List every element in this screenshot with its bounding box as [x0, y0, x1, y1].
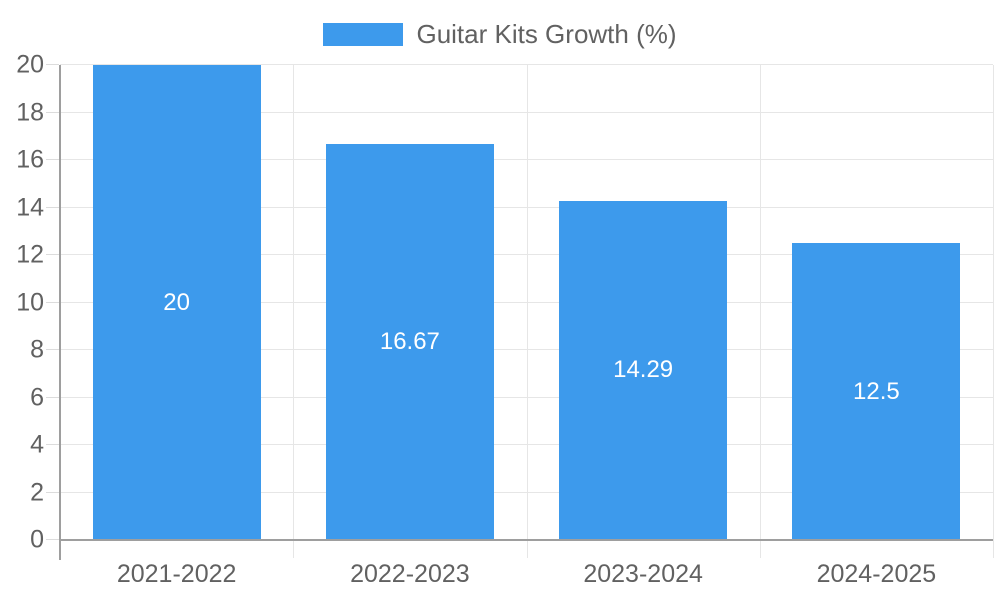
bar-value-label-2024-2025: 12.5 [853, 377, 900, 405]
x-tick-label-2023-2024: 2023-2024 [583, 560, 703, 588]
y-tick-label-18: 18 [16, 98, 44, 126]
gridline-x-boundary-2 [526, 65, 528, 558]
y-tick-mark-6 [46, 396, 59, 398]
x-tick-label-2022-2023: 2022-2023 [350, 560, 470, 588]
bar-slot-2024-2025: 12.5 [760, 243, 993, 540]
bar-value-label-2023-2024: 14.29 [613, 356, 674, 384]
y-tick-mark-8 [46, 349, 59, 350]
y-tick-mark-0 [46, 539, 59, 540]
bar-value-label-2022-2023: 16.67 [379, 328, 440, 356]
y-tick-label-4: 4 [30, 430, 44, 459]
bar-value-label-2021-2022: 20 [163, 288, 190, 316]
gridline-x-boundary-3 [759, 65, 761, 558]
y-tick-mark-20 [46, 64, 59, 65]
plot-area: 0 2 4 6 8 10 12 14 16 18 20 20 2021-2022 16.67 2022-20… [16, 52, 994, 588]
bar-2023-2024: 14.29 [559, 200, 728, 540]
y-tick-mark-4 [46, 444, 59, 445]
x-axis-line [59, 539, 993, 541]
y-tick-mark-16 [46, 159, 59, 160]
y-tick-label-20: 20 [16, 50, 44, 79]
y-tick-mark-18 [46, 111, 59, 113]
bar-2024-2025: 12.5 [792, 243, 961, 540]
legend-label: Guitar Kits Growth (%) [416, 19, 677, 49]
bar-2022-2023: 16.67 [325, 144, 494, 540]
gridline-y-20 [60, 64, 993, 65]
gridline-x-boundary-4 [993, 65, 994, 558]
legend-swatch [323, 23, 404, 46]
y-tick-label-8: 8 [30, 335, 44, 364]
y-tick-mark-10 [46, 301, 59, 303]
x-tick-label-2024-2025: 2024-2025 [816, 560, 937, 588]
y-tick-label-0: 0 [30, 525, 44, 554]
bar-slot-2023-2024: 14.29 [527, 200, 760, 540]
y-axis-line [59, 65, 61, 560]
y-tick-label-16: 16 [16, 145, 44, 174]
y-tick-label-6: 6 [30, 383, 44, 411]
y-tick-label-2: 2 [30, 478, 44, 506]
y-tick-label-14: 14 [16, 193, 44, 221]
y-tick-label-12: 12 [16, 240, 44, 269]
y-tick-label-10: 10 [16, 288, 44, 316]
y-tick-mark-2 [46, 491, 59, 493]
bar-slot-2021-2022: 20 [60, 65, 293, 540]
y-tick-mark-12 [46, 254, 59, 255]
y-tick-mark-14 [46, 206, 59, 208]
x-tick-label-2021-2022: 2021-2022 [116, 560, 237, 588]
bar-2021-2022: 20 [92, 65, 261, 540]
bar-slot-2022-2023: 16.67 [293, 144, 526, 540]
gridline-x-boundary-1 [293, 65, 295, 558]
legend: Guitar Kits Growth (%) [0, 19, 1000, 50]
